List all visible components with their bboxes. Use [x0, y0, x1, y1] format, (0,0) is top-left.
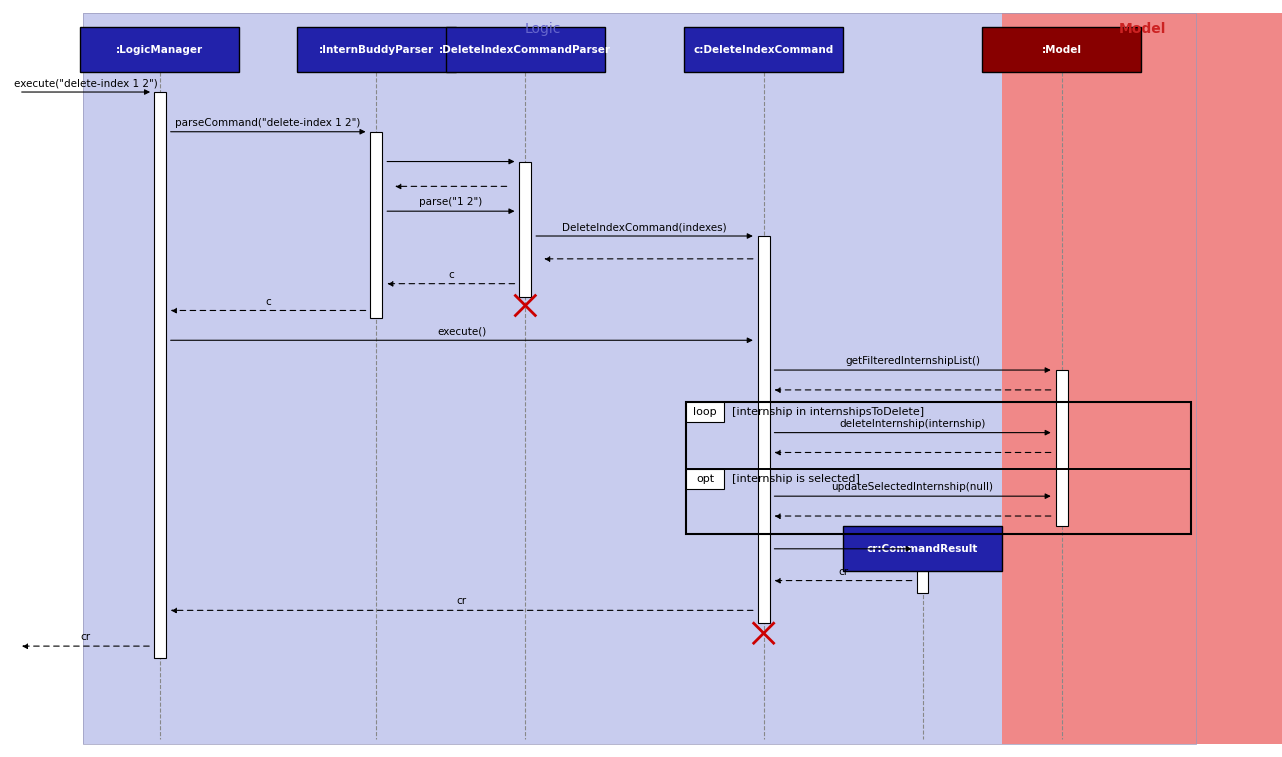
Text: cr:CommandResult: cr:CommandResult [867, 544, 978, 554]
Bar [154, 92, 165, 658]
Text: getFilteredInternshipList(): getFilteredInternshipList() [845, 356, 981, 366]
Bar [83, 13, 1196, 744]
Bar [1055, 370, 1068, 526]
Bar [844, 526, 1003, 571]
Text: updateSelectedInternship(null): updateSelectedInternship(null) [832, 482, 994, 492]
Bar [917, 549, 928, 593]
Text: deleteInternship(internship): deleteInternship(internship) [840, 419, 986, 428]
Bar [685, 27, 844, 72]
Bar [686, 469, 1191, 534]
Text: cr: cr [838, 566, 849, 577]
Bar [370, 132, 382, 319]
Bar [83, 13, 1196, 744]
Bar [297, 27, 456, 72]
Bar [686, 402, 1191, 469]
Bar [686, 469, 724, 489]
Text: Model: Model [1118, 21, 1165, 36]
Text: [internship in internshipsToDelete]: [internship in internshipsToDelete] [732, 407, 924, 417]
Text: c:DeleteIndexCommand: c:DeleteIndexCommand [694, 45, 833, 55]
Bar [686, 402, 1191, 534]
Text: loop: loop [694, 407, 717, 417]
Bar [81, 27, 240, 72]
Text: opt: opt [696, 475, 714, 484]
Bar [982, 27, 1141, 72]
Bar [1003, 13, 1282, 744]
Text: Logic: Logic [524, 21, 562, 36]
Bar [446, 27, 605, 72]
Text: parse("1 2"): parse("1 2") [419, 198, 482, 207]
Text: cr: cr [456, 597, 467, 606]
Bar [758, 236, 769, 623]
Text: :LogicManager: :LogicManager [117, 45, 204, 55]
Text: c: c [447, 269, 454, 279]
Text: :Model: :Model [1041, 45, 1082, 55]
Text: execute(): execute() [437, 326, 486, 336]
Text: c: c [265, 297, 271, 307]
Text: execute("delete-index 1 2"): execute("delete-index 1 2") [14, 78, 158, 88]
Text: DeleteIndexCommand(indexes): DeleteIndexCommand(indexes) [563, 222, 727, 232]
Text: :DeleteIndexCommandParser: :DeleteIndexCommandParser [440, 45, 612, 55]
Text: [internship is selected]: [internship is selected] [732, 475, 860, 484]
Text: cr: cr [81, 632, 91, 642]
Text: :InternBuddyParser: :InternBuddyParser [319, 45, 435, 55]
Bar [519, 161, 531, 297]
Bar [686, 402, 724, 422]
Text: parseCommand("delete-index 1 2"): parseCommand("delete-index 1 2") [176, 118, 360, 128]
